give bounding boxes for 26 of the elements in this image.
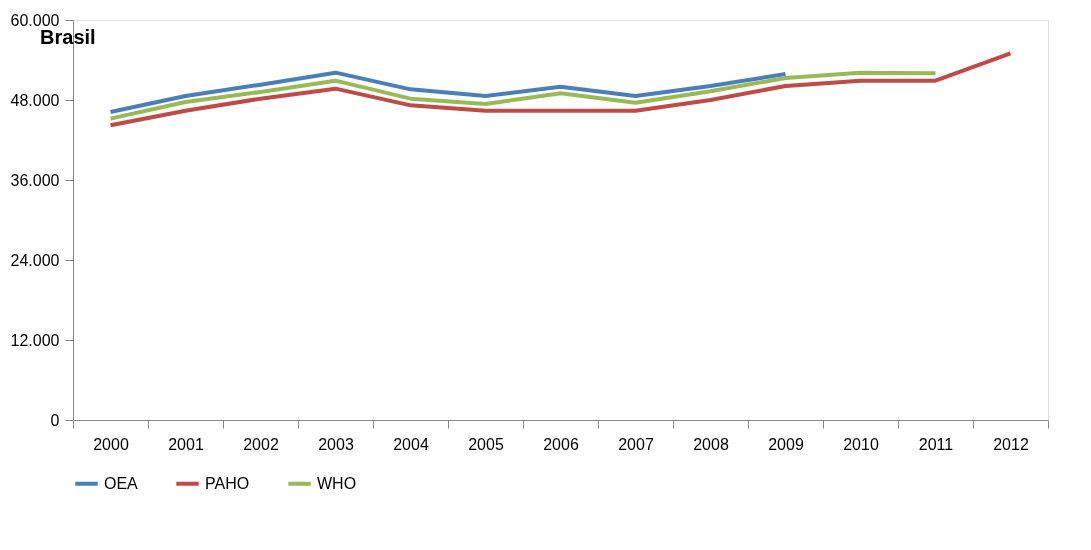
- x-tick-label: 2003: [318, 435, 354, 453]
- legend-label: PAHO: [205, 474, 250, 492]
- y-tick-label: 0: [50, 411, 60, 429]
- chart-title: Brasil: [40, 26, 96, 48]
- x-tick-label: 2010: [843, 435, 879, 453]
- x-tick-label: 2012: [993, 435, 1029, 453]
- y-tick-label: 24.000: [10, 251, 60, 269]
- y-tick-label: 12.000: [10, 331, 60, 349]
- x-tick-label: 2000: [93, 435, 129, 453]
- x-tick-label: 2006: [543, 435, 579, 453]
- x-tick-label: 2002: [243, 435, 279, 453]
- y-tick-label: 48.000: [10, 91, 60, 109]
- legend-label: OEA: [104, 474, 139, 492]
- x-tick-label: 2007: [618, 435, 654, 453]
- y-tick-label: 60.000: [10, 11, 60, 29]
- y-tick-label: 36.000: [10, 171, 60, 189]
- line-series: [108, 70, 788, 114]
- x-tick-label: 2001: [168, 435, 204, 453]
- x-tick-label: 2004: [393, 435, 429, 453]
- line-series: [108, 70, 938, 121]
- x-tick-label: 2008: [693, 435, 729, 453]
- x-tick-label: 2005: [468, 435, 504, 453]
- line-series: [108, 51, 1013, 128]
- x-tick-label: 2009: [768, 435, 804, 453]
- x-tick-label: 2011: [918, 435, 954, 453]
- legend-label: WHO: [317, 474, 357, 492]
